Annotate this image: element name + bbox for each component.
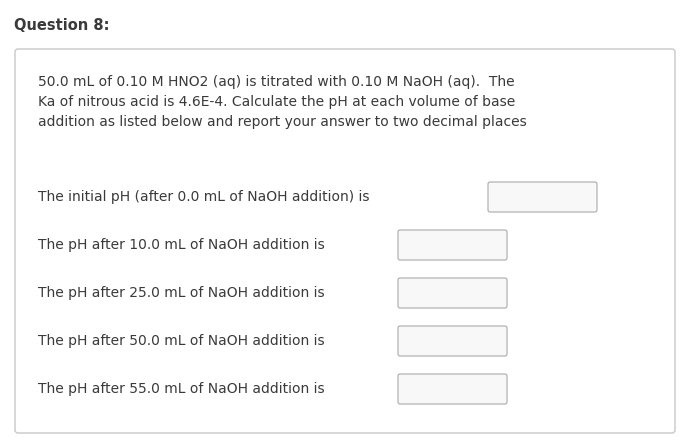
Text: Question 8:: Question 8: (14, 18, 110, 33)
Text: The pH after 10.0 mL of NaOH addition is: The pH after 10.0 mL of NaOH addition is (38, 238, 325, 252)
FancyBboxPatch shape (398, 230, 507, 260)
Text: The pH after 50.0 mL of NaOH addition is: The pH after 50.0 mL of NaOH addition is (38, 334, 324, 348)
Text: The initial pH (after 0.0 mL of NaOH addition) is: The initial pH (after 0.0 mL of NaOH add… (38, 190, 370, 204)
FancyBboxPatch shape (488, 182, 597, 212)
Text: 50.0 mL of 0.10 M HNO2 (aq) is titrated with 0.10 M NaOH (aq).  The
Ka of nitrou: 50.0 mL of 0.10 M HNO2 (aq) is titrated … (38, 75, 526, 129)
FancyBboxPatch shape (398, 374, 507, 404)
Text: The pH after 55.0 mL of NaOH addition is: The pH after 55.0 mL of NaOH addition is (38, 382, 324, 396)
FancyBboxPatch shape (398, 326, 507, 356)
Text: The pH after 25.0 mL of NaOH addition is: The pH after 25.0 mL of NaOH addition is (38, 286, 324, 300)
FancyBboxPatch shape (15, 49, 675, 433)
FancyBboxPatch shape (398, 278, 507, 308)
